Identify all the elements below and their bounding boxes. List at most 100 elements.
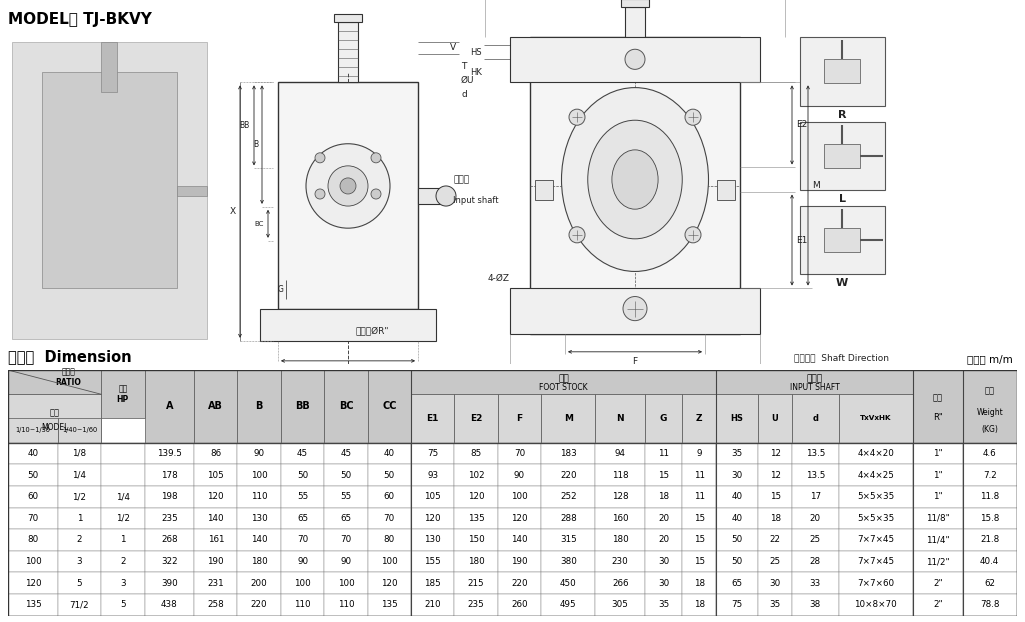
Bar [913, 594, 962, 616]
Text: 70: 70 [28, 514, 39, 523]
Bar [101, 370, 145, 419]
Text: (KG): (KG) [981, 425, 998, 434]
Bar [57, 529, 101, 551]
Bar [541, 551, 596, 572]
Circle shape [371, 189, 381, 199]
Bar [792, 443, 838, 464]
Bar [57, 572, 101, 594]
Bar [913, 464, 962, 486]
Text: 120: 120 [25, 579, 41, 588]
Text: 105: 105 [424, 492, 441, 501]
Text: 200: 200 [251, 579, 268, 588]
Bar [683, 551, 716, 572]
Bar [498, 572, 541, 594]
Circle shape [685, 227, 701, 243]
Bar [368, 486, 411, 508]
Text: R": R" [933, 413, 943, 422]
Bar [281, 508, 324, 529]
Bar [596, 464, 645, 486]
Text: 128: 128 [612, 492, 628, 501]
Text: 7×7×60: 7×7×60 [857, 579, 895, 588]
Bar [8, 443, 57, 464]
Text: 266: 266 [612, 579, 628, 588]
Text: 20: 20 [810, 514, 821, 523]
Bar [194, 572, 238, 594]
Bar [621, 0, 649, 7]
Text: 15: 15 [694, 514, 705, 523]
Bar [281, 594, 324, 616]
Bar [324, 551, 368, 572]
Bar [101, 594, 145, 616]
Bar [454, 464, 498, 486]
Text: 1/2: 1/2 [116, 514, 130, 523]
Text: AB: AB [208, 401, 223, 411]
Text: 130: 130 [251, 514, 268, 523]
Ellipse shape [562, 88, 708, 271]
Text: BB: BB [295, 401, 310, 411]
Bar [411, 508, 454, 529]
Text: 215: 215 [467, 579, 485, 588]
Text: 30: 30 [770, 579, 781, 588]
Circle shape [436, 186, 456, 206]
Bar [194, 486, 238, 508]
Bar [792, 594, 838, 616]
Bar [281, 486, 324, 508]
Bar [824, 144, 860, 168]
Bar [913, 443, 962, 464]
Bar [8, 508, 57, 529]
Text: 139.5: 139.5 [157, 449, 181, 458]
Bar [792, 551, 838, 572]
Text: 210: 210 [424, 600, 441, 610]
Bar [324, 508, 368, 529]
Bar [510, 37, 760, 83]
Text: 1/40~1/60: 1/40~1/60 [62, 427, 97, 434]
Bar [238, 551, 281, 572]
Text: 220: 220 [251, 600, 268, 610]
Bar [838, 394, 913, 443]
Text: 11.8: 11.8 [980, 492, 999, 501]
Text: 18: 18 [694, 579, 705, 588]
Text: 190: 190 [207, 557, 224, 566]
Bar [716, 394, 758, 443]
Text: HK: HK [470, 68, 482, 77]
Text: 15: 15 [658, 471, 669, 480]
Text: X: X [230, 207, 236, 216]
Text: 185: 185 [424, 579, 441, 588]
Text: 130: 130 [424, 536, 441, 544]
Text: 155: 155 [424, 557, 441, 566]
Text: 235: 235 [467, 600, 485, 610]
Bar [683, 486, 716, 508]
Bar [101, 529, 145, 551]
Bar [498, 394, 541, 443]
Bar [194, 551, 238, 572]
Text: 入力軸: 入力軸 [807, 374, 823, 383]
Text: 55: 55 [297, 492, 309, 501]
Text: 105: 105 [207, 471, 224, 480]
Bar [145, 594, 194, 616]
Text: E2: E2 [469, 414, 483, 423]
Text: 18: 18 [658, 492, 669, 501]
Text: W: W [835, 279, 848, 289]
Bar [411, 572, 454, 594]
Bar [8, 572, 57, 594]
Bar [716, 443, 758, 464]
Text: 1: 1 [77, 514, 82, 523]
Text: E1: E1 [426, 414, 439, 423]
Text: 90: 90 [297, 557, 309, 566]
Text: 60: 60 [28, 492, 39, 501]
Text: 100: 100 [511, 492, 528, 501]
Bar [411, 594, 454, 616]
Text: 11/2": 11/2" [926, 557, 949, 566]
Text: 1/4: 1/4 [116, 492, 130, 501]
Bar [8, 419, 57, 443]
Text: 90: 90 [514, 471, 525, 480]
Text: 315: 315 [560, 536, 577, 544]
Bar [792, 394, 838, 443]
Text: 38: 38 [810, 600, 821, 610]
Bar [281, 443, 324, 464]
Text: 12: 12 [770, 449, 781, 458]
Text: 70: 70 [514, 449, 525, 458]
Text: 50: 50 [28, 471, 39, 480]
Text: 268: 268 [161, 536, 177, 544]
Text: 11/8": 11/8" [926, 514, 949, 523]
